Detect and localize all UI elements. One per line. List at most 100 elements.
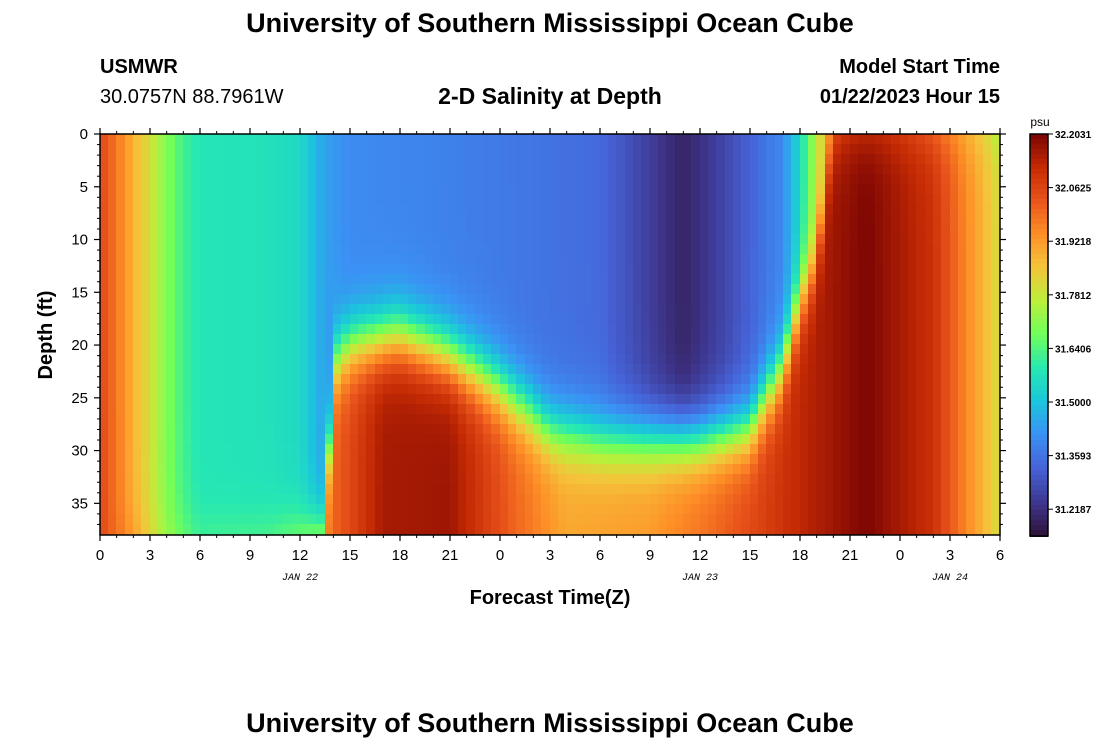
heatmap-cell [933, 274, 942, 285]
heatmap-cell [116, 234, 125, 245]
heatmap-cell [516, 164, 525, 175]
station-name: USMWR [100, 56, 178, 78]
heatmap-cell [833, 174, 842, 185]
heatmap-cell [391, 194, 400, 205]
heatmap-cell [175, 484, 184, 495]
heatmap-cell [541, 364, 550, 375]
heatmap-cell [916, 334, 925, 345]
colorbar-band [1030, 169, 1048, 176]
heatmap-cell [350, 314, 359, 325]
heatmap-cell [733, 494, 742, 505]
heatmap-cell [275, 524, 284, 535]
heatmap-cell [383, 484, 392, 495]
heatmap-cell [833, 354, 842, 365]
heatmap-cell [283, 494, 292, 505]
heatmap-cell [766, 204, 775, 215]
heatmap-cell [783, 494, 792, 505]
heatmap-cell [541, 214, 550, 225]
heatmap-cell [216, 254, 225, 265]
heatmap-cell [175, 134, 184, 145]
heatmap-cell [825, 444, 834, 455]
heatmap-cell [458, 154, 467, 165]
heatmap-cell [991, 494, 1000, 505]
heatmap-cell [891, 204, 900, 215]
heatmap-cell [816, 324, 825, 335]
heatmap-cell [533, 354, 542, 365]
heatmap-cell [975, 494, 984, 505]
heatmap-cell [991, 424, 1000, 435]
heatmap-cell [508, 134, 517, 145]
heatmap-cell [808, 384, 817, 395]
heatmap-cell [641, 414, 650, 425]
heatmap-cell [725, 434, 734, 445]
heatmap-cell [533, 174, 542, 185]
heatmap-cell [433, 264, 442, 275]
heatmap-cell [300, 504, 309, 515]
heatmap-cell [450, 494, 459, 505]
heatmap-cell [858, 144, 867, 155]
heatmap-cell [516, 384, 525, 395]
heatmap-cell [983, 294, 992, 305]
heatmap-cell [833, 214, 842, 225]
heatmap-cell [441, 494, 450, 505]
heatmap-cell [508, 164, 517, 175]
heatmap-cell [458, 294, 467, 305]
heatmap-cell [475, 514, 484, 525]
heatmap-cell [166, 284, 175, 295]
heatmap-cell [658, 444, 667, 455]
heatmap-cell [491, 484, 500, 495]
heatmap-cell [175, 454, 184, 465]
heatmap-cell [600, 394, 609, 405]
heatmap-cell [158, 214, 167, 225]
heatmap-cell [875, 514, 884, 525]
heatmap-cell [491, 334, 500, 345]
heatmap-cell [891, 164, 900, 175]
heatmap-cell [758, 464, 767, 475]
heatmap-cell [791, 364, 800, 375]
heatmap-cell [825, 514, 834, 525]
heatmap-cell [950, 364, 959, 375]
heatmap-cell [141, 344, 150, 355]
heatmap-cell [550, 174, 559, 185]
heatmap-cell [666, 164, 675, 175]
heatmap-cell [616, 224, 625, 235]
heatmap-cell [308, 384, 317, 395]
heatmap-cell [833, 344, 842, 355]
heatmap-cell [408, 484, 417, 495]
heatmap-cell [775, 374, 784, 385]
heatmap-cell [891, 384, 900, 395]
heatmap-cell [100, 324, 109, 335]
heatmap-cell [350, 274, 359, 285]
heatmap-cell [633, 144, 642, 155]
heatmap-cell [750, 394, 759, 405]
heatmap-cell [600, 164, 609, 175]
heatmap-cell [958, 294, 967, 305]
heatmap-cell [875, 214, 884, 225]
heatmap-cell [566, 184, 575, 195]
heatmap-cell [616, 484, 625, 495]
heatmap-cell [241, 184, 250, 195]
heatmap-cell [158, 344, 167, 355]
heatmap-cell [250, 524, 259, 535]
heatmap-cell [575, 304, 584, 315]
heatmap-cell [575, 454, 584, 465]
heatmap-cell [166, 164, 175, 175]
heatmap-cell [266, 224, 275, 235]
heatmap-cell [150, 134, 159, 145]
heatmap-cell [841, 414, 850, 425]
heatmap-cell [541, 464, 550, 475]
heatmap-cell [358, 164, 367, 175]
heatmap-cell [275, 154, 284, 165]
heatmap-cell [666, 514, 675, 525]
heatmap-cell [200, 374, 209, 385]
heatmap-cell [891, 274, 900, 285]
heatmap-cell [491, 374, 500, 385]
heatmap-cell [708, 334, 717, 345]
heatmap-cell [816, 404, 825, 415]
heatmap-cell [941, 324, 950, 335]
heatmap-cell [966, 504, 975, 515]
heatmap-cell [133, 364, 142, 375]
heatmap-cell [641, 294, 650, 305]
y-tick-label: 10 [71, 232, 88, 249]
